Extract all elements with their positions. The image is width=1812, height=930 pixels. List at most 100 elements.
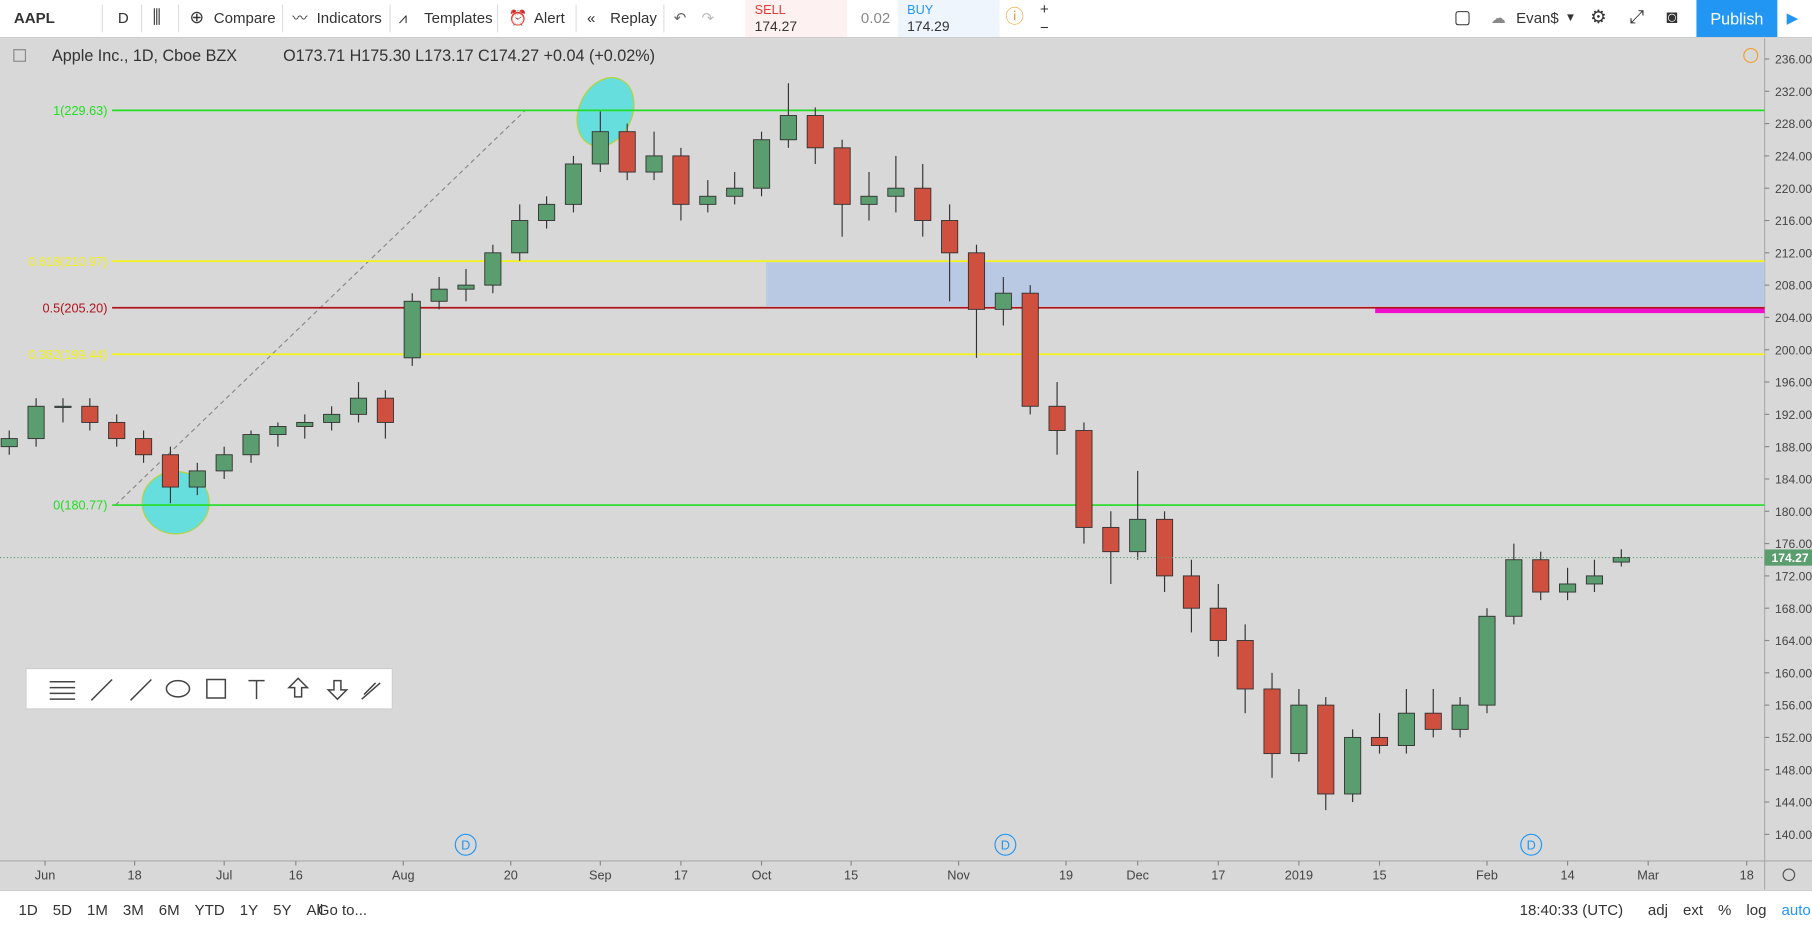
separator <box>663 4 665 33</box>
goto[interactable]: Go to... <box>317 901 368 919</box>
candle-body <box>618 131 636 173</box>
cloud-icon: ☁ <box>1490 9 1506 27</box>
candle-body <box>1559 583 1577 593</box>
candle-body <box>1075 430 1093 528</box>
user-menu[interactable]: ▼ <box>1564 11 1577 25</box>
x-tick-label: Sep <box>589 867 612 882</box>
y-tick-label: 236.00 <box>1775 53 1812 67</box>
layout-icon[interactable]: ▢ <box>1453 8 1472 28</box>
tool-pitchfork[interactable] <box>361 682 381 700</box>
scale-option[interactable]: adj <box>1647 901 1668 919</box>
y-tick-label: 212.00 <box>1775 246 1812 260</box>
candle-body <box>108 421 126 440</box>
x-tick-label: 19 <box>1059 867 1073 882</box>
x-tick-label: Aug <box>392 867 415 882</box>
tool-short[interactable] <box>326 679 349 701</box>
candle-body <box>752 139 771 189</box>
range-button[interactable]: 1Y <box>239 901 259 919</box>
candle-body <box>1451 704 1469 730</box>
candle-body <box>188 470 206 488</box>
candle-body <box>1317 704 1335 795</box>
range-button[interactable]: 6M <box>158 901 180 919</box>
event-label: D <box>461 837 470 852</box>
ellipse <box>576 77 635 148</box>
candle-body <box>54 405 72 408</box>
range-button[interactable]: 3M <box>122 901 144 919</box>
range-button[interactable]: 5Y <box>273 901 292 919</box>
y-tick-label: 208.00 <box>1775 279 1812 293</box>
alert[interactable]: Alert <box>533 9 565 27</box>
buy-label: BUY <box>907 3 934 18</box>
fullscreen[interactable]: ⤢ <box>1629 8 1645 28</box>
candle-body <box>564 163 583 205</box>
publish[interactable]: Publish <box>1696 0 1778 37</box>
scale-option[interactable]: % <box>1718 901 1732 919</box>
scale-option[interactable]: ext <box>1682 901 1704 919</box>
warning-icon[interactable] <box>1743 47 1759 63</box>
y-tick-label: 176.00 <box>1775 537 1812 551</box>
tool-trend[interactable] <box>130 678 152 701</box>
y-tick-label: 144.00 <box>1775 796 1812 810</box>
tool-text[interactable] <box>248 679 265 700</box>
plot-bg <box>0 38 1765 861</box>
y-tick-label: 164.00 <box>1775 634 1812 648</box>
user[interactable]: Evan$ <box>1516 9 1559 27</box>
interval[interactable]: D <box>117 9 129 27</box>
x-tick-label: 18 <box>1740 867 1754 882</box>
x-tick-label: 18 <box>128 867 142 882</box>
separator <box>575 4 577 33</box>
event-marker <box>994 833 1017 856</box>
candle-body <box>161 454 179 488</box>
candle-body <box>1424 712 1442 730</box>
templates[interactable]: Templates <box>424 9 493 27</box>
replay[interactable]: Replay <box>610 9 657 27</box>
range-button[interactable]: 1D <box>18 901 38 919</box>
alert-icon: ⏰ <box>508 9 528 27</box>
scale-option[interactable]: log <box>1746 901 1767 919</box>
candle-body <box>699 195 717 205</box>
tool-rect[interactable] <box>206 678 227 699</box>
snapshot[interactable]: ◙ <box>1666 8 1678 28</box>
range-button[interactable]: YTD <box>194 901 225 919</box>
tool-line[interactable] <box>90 678 113 701</box>
candle-body <box>376 397 394 423</box>
candle-body <box>967 252 986 310</box>
tool-fib[interactable] <box>49 681 76 700</box>
range-button[interactable]: 5D <box>52 901 72 919</box>
zoom-buttons[interactable]: + − <box>1040 0 1049 36</box>
range-button[interactable]: All <box>306 901 324 919</box>
buy-button[interactable]: BUY 174.29 <box>897 0 1000 37</box>
candle-body <box>1478 615 1496 706</box>
y-tick-label: 216.00 <box>1775 214 1812 228</box>
chart-style[interactable]: ⫼ <box>152 8 162 28</box>
event-label: D <box>1527 837 1536 852</box>
sell-price: 174.27 <box>754 18 798 35</box>
range-button[interactable]: 1M <box>86 901 108 919</box>
compare[interactable]: Compare <box>213 9 276 27</box>
x-tick-label: Jul <box>216 867 232 882</box>
redo[interactable]: ↷ <box>701 9 715 27</box>
play[interactable]: ▶ <box>1786 9 1799 27</box>
y-tick-label: 232.00 <box>1775 85 1812 99</box>
last-price-box <box>1764 549 1812 566</box>
symbol[interactable]: AAPL <box>13 9 55 27</box>
indicators[interactable]: Indicators <box>316 9 382 27</box>
y-tick-label: 148.00 <box>1775 763 1812 777</box>
settings[interactable]: ⚙ <box>1590 8 1607 28</box>
tool-long[interactable] <box>287 677 310 698</box>
sell-button[interactable]: SELL 174.27 <box>745 0 848 37</box>
candle-body <box>511 220 529 254</box>
tool-ellipse[interactable] <box>165 679 191 698</box>
separator <box>281 4 284 33</box>
collapse-icon[interactable] <box>13 49 27 62</box>
settings-icon[interactable] <box>1782 868 1796 882</box>
candle-body <box>430 288 448 302</box>
scale-option[interactable]: auto <box>1781 901 1811 919</box>
candle-body <box>81 405 99 423</box>
candle-body <box>296 421 314 427</box>
undo[interactable]: ↶ <box>673 9 687 27</box>
separator <box>140 4 143 33</box>
fib-label: 0.5(205.20) <box>42 300 107 315</box>
info-icon[interactable]: ⓘ <box>1005 8 1024 28</box>
